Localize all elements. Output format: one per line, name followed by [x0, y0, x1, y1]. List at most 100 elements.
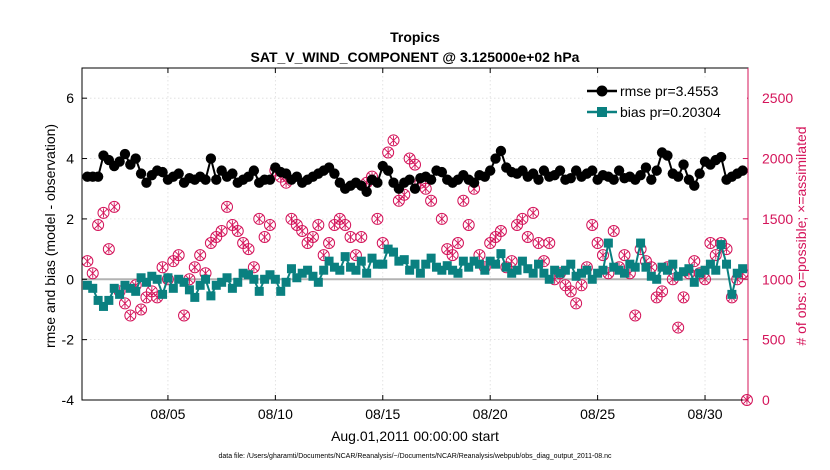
rmse-point — [662, 150, 673, 161]
obs-assimilated-marker — [196, 250, 205, 260]
obs-assimilated-marker — [421, 184, 430, 194]
bias-point — [528, 268, 538, 278]
rmse-point — [678, 159, 689, 170]
obs-assimilated-marker — [448, 250, 457, 260]
rmse-point — [211, 174, 222, 185]
obs-possible-marker — [494, 224, 507, 237]
obs-point — [172, 249, 185, 262]
legend-bias-marker — [597, 107, 607, 117]
obs-point — [242, 243, 255, 256]
obs-point — [355, 231, 368, 244]
obs-assimilated-marker — [486, 238, 495, 248]
y-tick-label: 0 — [66, 271, 74, 287]
obs-point — [575, 279, 588, 292]
obs-point — [457, 194, 470, 207]
obs-assimilated-marker — [249, 262, 258, 272]
bias-point — [630, 262, 640, 272]
obs-possible-marker — [709, 249, 722, 262]
bias-point — [431, 262, 441, 272]
bias-point — [217, 277, 227, 287]
chart-subtitle: SAT_V_WIND_COMPONENT @ 3.125000e+02 hPa — [251, 49, 580, 65]
obs-possible-marker — [323, 237, 336, 250]
bias-point — [351, 265, 361, 275]
obs-assimilated-marker — [405, 153, 414, 164]
bias-point — [458, 256, 468, 266]
chart-title: Tropics — [390, 29, 440, 45]
x-tick-label: 08/05 — [150, 406, 185, 422]
obs-point — [591, 237, 604, 250]
obs-point — [409, 158, 421, 171]
obs-assimilated-marker — [190, 262, 199, 272]
obs-point — [194, 249, 207, 262]
legend-rmse-marker — [596, 85, 608, 97]
obs-assimilated-marker — [292, 220, 301, 230]
rmse-point — [329, 168, 340, 179]
rmse-point — [565, 172, 576, 184]
obs-assimilated-marker — [652, 292, 661, 302]
bias-point — [603, 238, 613, 248]
rmse-point — [248, 165, 260, 176]
obs-point — [97, 206, 110, 219]
bias-point — [544, 274, 554, 284]
obs-assimilated-marker — [287, 214, 296, 224]
obs-possible-marker — [382, 146, 395, 159]
obs-possible-marker — [317, 249, 330, 262]
obs-point — [156, 261, 169, 274]
obs-possible-marker — [102, 243, 115, 256]
obs-assimilated-marker — [657, 286, 667, 296]
obs-assimilated-marker — [93, 220, 103, 230]
obs-possible-marker — [188, 261, 201, 274]
obs-possible-marker — [242, 243, 255, 256]
bias-point — [399, 255, 409, 265]
obs-assimilated-marker — [593, 238, 602, 248]
obs-assimilated-marker — [572, 298, 581, 308]
obs-point — [124, 309, 137, 322]
obs-assimilated-marker — [561, 280, 570, 290]
bias-point — [335, 265, 345, 275]
bias-point — [297, 268, 307, 278]
bias-point — [378, 259, 388, 269]
rmse-point — [694, 168, 705, 179]
bias-point — [474, 259, 484, 269]
bias-series — [82, 238, 748, 311]
obs-point — [178, 309, 191, 322]
bias-point — [93, 295, 103, 305]
rmse-point — [141, 177, 152, 188]
rmse-point — [436, 166, 448, 178]
bias-point — [141, 277, 151, 287]
bias-point — [501, 262, 511, 272]
obs-possible-marker — [349, 249, 362, 262]
obs-point — [135, 303, 148, 316]
obs-assimilated-marker — [212, 232, 221, 242]
obs-assimilated-marker — [529, 208, 538, 218]
obs-point — [618, 249, 631, 262]
bias-point — [158, 289, 168, 299]
obs-possible-marker — [446, 249, 459, 262]
obs-possible-marker — [108, 200, 121, 213]
bias-point — [534, 259, 544, 269]
obs-assimilated-marker — [426, 196, 436, 206]
obs-assimilated-marker — [303, 238, 312, 248]
obs-point — [543, 237, 556, 250]
bias-point — [292, 273, 302, 283]
bias-point — [587, 274, 597, 284]
obs-point — [118, 297, 131, 310]
obs-assimilated-marker — [346, 232, 355, 242]
obs-assimilated-marker — [174, 250, 183, 260]
obs-possible-marker — [505, 255, 518, 268]
obs-point — [382, 146, 395, 159]
bias-point — [238, 268, 248, 278]
rmse-point — [404, 174, 415, 185]
bias-point — [319, 265, 329, 275]
obs-possible-marker — [435, 212, 448, 225]
obs-possible-marker — [629, 309, 642, 322]
obs-point — [188, 261, 201, 274]
obs-possible-marker — [86, 267, 99, 280]
bias-point — [211, 280, 221, 290]
bias-point — [448, 265, 458, 275]
obs-point — [607, 224, 620, 237]
obs-possible-marker — [591, 237, 604, 250]
rmse-point — [425, 174, 437, 185]
bias-point — [372, 259, 382, 269]
obs-point — [323, 237, 336, 250]
